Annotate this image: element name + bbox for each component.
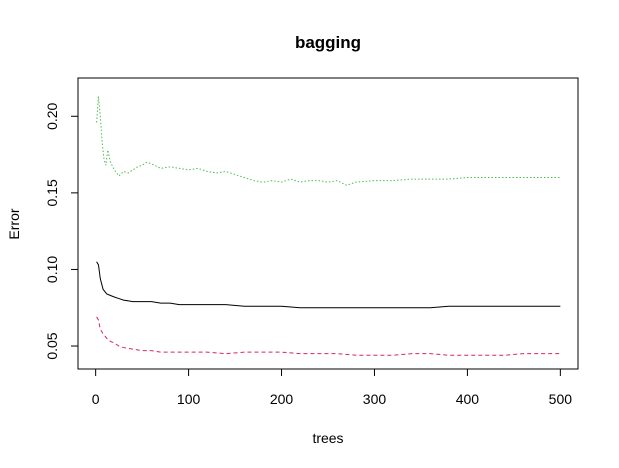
- y-axis: 0.05 0.10 0.15 0.20: [44, 102, 79, 360]
- x-tick-label: 100: [177, 391, 201, 407]
- x-tick-label: 0: [92, 391, 100, 407]
- chart-title: bagging: [295, 33, 361, 52]
- y-tick-label: 0.15: [44, 179, 60, 206]
- series-layer: [96, 96, 561, 356]
- y-tick-label: 0.10: [44, 256, 60, 283]
- x-tick-label: 300: [363, 391, 387, 407]
- x-axis: 0 100 200 300 400 500: [92, 368, 573, 407]
- x-axis-label: trees: [312, 430, 343, 446]
- x-tick-label: 400: [456, 391, 480, 407]
- y-tick-label: 0.20: [44, 102, 60, 129]
- y-tick-label: 0.05: [44, 332, 60, 359]
- x-tick-label: 200: [270, 391, 294, 407]
- series-line-2: [96, 316, 561, 356]
- series-line-3: [96, 96, 561, 186]
- x-tick-label: 500: [549, 391, 573, 407]
- series-line-1: [96, 261, 561, 309]
- y-axis-label: Error: [6, 208, 22, 239]
